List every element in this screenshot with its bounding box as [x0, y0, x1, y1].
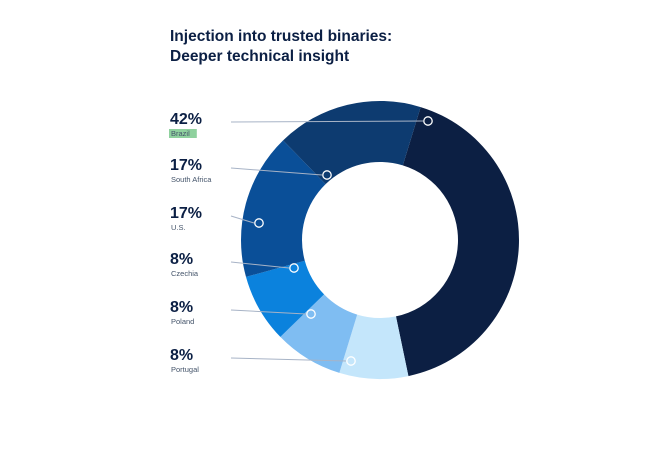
chart-title-line-2: Deeper technical insight	[170, 48, 350, 65]
value-label-czechia: 8%	[170, 251, 193, 268]
leader-line-czechia	[230, 261, 290, 269]
leader-line-portugal	[230, 357, 347, 362]
slice-czechia	[245, 260, 325, 337]
value-label-poland: 8%	[170, 299, 193, 316]
value-label-portugal: 8%	[170, 347, 193, 364]
slice-u-s-	[240, 140, 326, 277]
label-highlight-brazil	[169, 129, 197, 138]
category-label-south-africa: South Africa	[171, 175, 212, 184]
value-label-brazil: 42%	[170, 111, 202, 128]
marker-portugal	[346, 356, 356, 366]
marker-czechia	[289, 263, 299, 273]
leader-line-brazil	[230, 120, 424, 123]
marker-brazil	[423, 116, 433, 126]
category-label-czechia: Czechia	[171, 269, 199, 278]
category-label-u-s-: U.S.	[171, 223, 186, 232]
chart-title: Injection into trusted binaries: Deeper …	[170, 27, 392, 67]
marker-u-s-	[254, 218, 264, 228]
leader-line-south-africa	[230, 167, 323, 176]
slice-poland	[280, 294, 358, 373]
category-label-portugal: Portugal	[171, 365, 199, 374]
category-label-brazil: Brazil	[171, 129, 190, 138]
category-label-poland: Poland	[171, 317, 194, 326]
slice-brazil	[395, 107, 519, 377]
value-label-u-s-: 17%	[170, 205, 202, 222]
marker-south-africa	[322, 170, 332, 180]
marker-poland	[306, 309, 316, 319]
slice-portugal	[339, 314, 409, 379]
leader-line-poland	[230, 309, 307, 315]
value-label-south-africa: 17%	[170, 157, 202, 174]
chart-title-line-1: Injection into trusted binaries:	[170, 28, 393, 45]
leader-line-u-s-	[230, 215, 255, 224]
